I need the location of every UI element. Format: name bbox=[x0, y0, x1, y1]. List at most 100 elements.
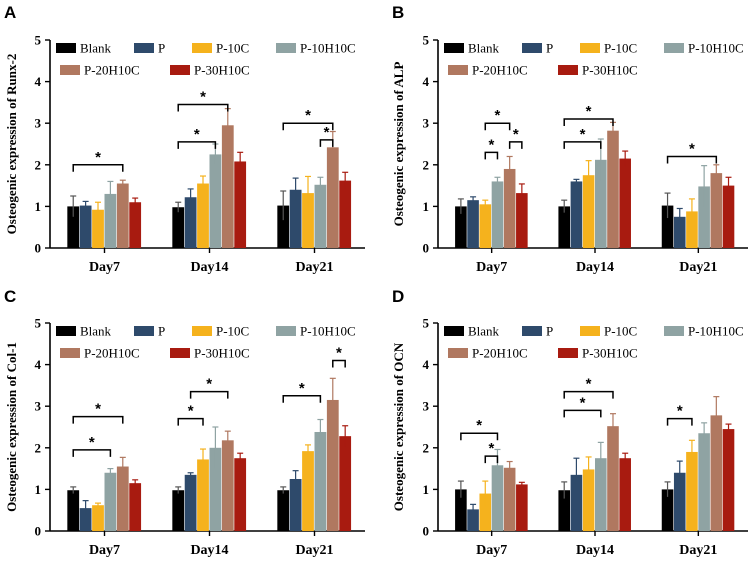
y-tick-label: 4 bbox=[423, 74, 430, 89]
bar-p-20h10c bbox=[116, 183, 129, 248]
legend-label: P-10C bbox=[604, 324, 637, 339]
y-tick-label: 0 bbox=[423, 524, 430, 539]
significance-star: * bbox=[89, 434, 95, 451]
y-tick-label: 5 bbox=[423, 316, 430, 331]
y-axis-label: Osteogenic expression of ALP bbox=[391, 62, 406, 227]
legend: Blank P P-10C P-10H10C P-20H10C P-30H10C bbox=[444, 41, 744, 78]
legend-label: P-30H10C bbox=[582, 346, 638, 361]
significance-star: * bbox=[495, 107, 501, 124]
panel-c: C Osteogenic expression of Col-1 0 1 2 3 4 5 Day… bbox=[4, 287, 365, 558]
legend-label: P-20H10C bbox=[472, 63, 528, 78]
legend-swatch bbox=[580, 326, 600, 336]
legend-label: P-10H10C bbox=[688, 41, 744, 56]
panel-letter: B bbox=[392, 3, 404, 22]
significance-bracket bbox=[484, 151, 499, 160]
legend-label: P-10H10C bbox=[300, 41, 356, 56]
legend-swatch bbox=[56, 43, 76, 53]
significance-star: * bbox=[513, 126, 519, 143]
significance-star: * bbox=[586, 376, 592, 393]
x-tick-label: Day21 bbox=[295, 543, 333, 558]
y-tick-label: 4 bbox=[35, 357, 42, 372]
bar-blank bbox=[277, 205, 290, 248]
bar-blank bbox=[558, 490, 571, 531]
significance-bracket bbox=[72, 449, 112, 457]
legend-swatch bbox=[448, 65, 468, 75]
bar-blank bbox=[277, 490, 290, 531]
bar-p-20h10c bbox=[710, 173, 723, 248]
y-tick-label: 2 bbox=[423, 440, 430, 455]
y-axis-label: Osteogenic expression of Runx-2 bbox=[4, 54, 19, 235]
legend: Blank P P-10C P-10H10C P-20H10C P-30H10C bbox=[56, 41, 356, 78]
x-tick-label: Day21 bbox=[679, 260, 717, 275]
significance-bracket bbox=[177, 141, 217, 149]
legend-swatch bbox=[192, 43, 212, 53]
bar-p-30h10c bbox=[722, 185, 735, 248]
bar-p-10h10c bbox=[698, 186, 710, 248]
legend-swatch bbox=[558, 348, 578, 358]
y-tick-label: 1 bbox=[423, 482, 430, 497]
panel-letter: A bbox=[4, 3, 16, 22]
bar-p-30h10c bbox=[339, 180, 352, 248]
significance-star: * bbox=[95, 149, 101, 166]
bar-p-10c bbox=[686, 211, 698, 248]
bar-p bbox=[289, 479, 302, 531]
significance-star: * bbox=[336, 344, 342, 361]
y-tick-label: 0 bbox=[35, 241, 42, 256]
significance-bracket bbox=[332, 359, 346, 368]
x-tick-label: Day7 bbox=[476, 543, 507, 558]
significance-bracket bbox=[563, 390, 614, 399]
significance-bracket bbox=[72, 415, 124, 424]
bar-p-30h10c bbox=[234, 458, 247, 531]
legend-label: P-10C bbox=[216, 41, 249, 56]
legend-swatch bbox=[60, 65, 80, 75]
bar-p bbox=[184, 474, 197, 531]
significance-bracket bbox=[484, 455, 499, 464]
x-tick-label: Day7 bbox=[476, 260, 507, 275]
bar-p-10c bbox=[92, 209, 104, 248]
bar-p-30h10c bbox=[619, 158, 631, 248]
y-tick-label: 0 bbox=[35, 524, 42, 539]
bar-p-10c bbox=[582, 175, 595, 248]
bar-blank bbox=[455, 206, 467, 248]
significance-bracket bbox=[189, 390, 229, 399]
bar-p-20h10c bbox=[607, 426, 619, 531]
bar-p-20h10c bbox=[326, 399, 339, 531]
significance-bracket bbox=[563, 141, 602, 149]
bar-p-10h10c bbox=[209, 154, 222, 248]
y-tick-label: 3 bbox=[423, 116, 430, 131]
significance-star: * bbox=[299, 380, 305, 397]
bar-p-10c bbox=[582, 469, 595, 531]
legend-swatch bbox=[170, 65, 190, 75]
y-tick-label: 1 bbox=[35, 199, 42, 214]
bar-p bbox=[467, 509, 479, 531]
x-tick-label: Day14 bbox=[576, 543, 614, 558]
legend-swatch bbox=[192, 326, 212, 336]
y-tick-label: 2 bbox=[35, 440, 42, 455]
legend-swatch bbox=[580, 43, 600, 53]
bar-p-20h10c bbox=[710, 415, 723, 531]
significance-bracket bbox=[563, 409, 602, 418]
x-tick-label: Day7 bbox=[89, 260, 120, 275]
bar-p bbox=[570, 181, 583, 248]
bar-p-10h10c bbox=[595, 159, 607, 248]
significance-star: * bbox=[95, 401, 101, 418]
significance-bracket bbox=[282, 122, 334, 131]
bar-p-10c bbox=[479, 204, 492, 248]
bar-p-20h10c bbox=[326, 147, 339, 248]
legend-swatch bbox=[134, 43, 154, 53]
legend-label: P-10C bbox=[216, 324, 249, 339]
bar-p-10c bbox=[197, 459, 209, 531]
bar-p bbox=[184, 197, 197, 248]
bar-p-10c bbox=[302, 451, 314, 531]
significance-bracket bbox=[319, 139, 334, 147]
significance-bracket bbox=[484, 122, 511, 131]
legend-label: Blank bbox=[80, 324, 112, 339]
legend-label: P-30H10C bbox=[194, 346, 250, 361]
legend-swatch bbox=[522, 326, 542, 336]
bar-p-10h10c bbox=[314, 184, 327, 248]
bar-p-30h10c bbox=[339, 436, 352, 531]
x-tick-label: Day14 bbox=[576, 260, 614, 275]
y-tick-label: 3 bbox=[35, 116, 42, 131]
bar-p-10c bbox=[479, 493, 492, 531]
bar-p-20h10c bbox=[503, 467, 516, 531]
